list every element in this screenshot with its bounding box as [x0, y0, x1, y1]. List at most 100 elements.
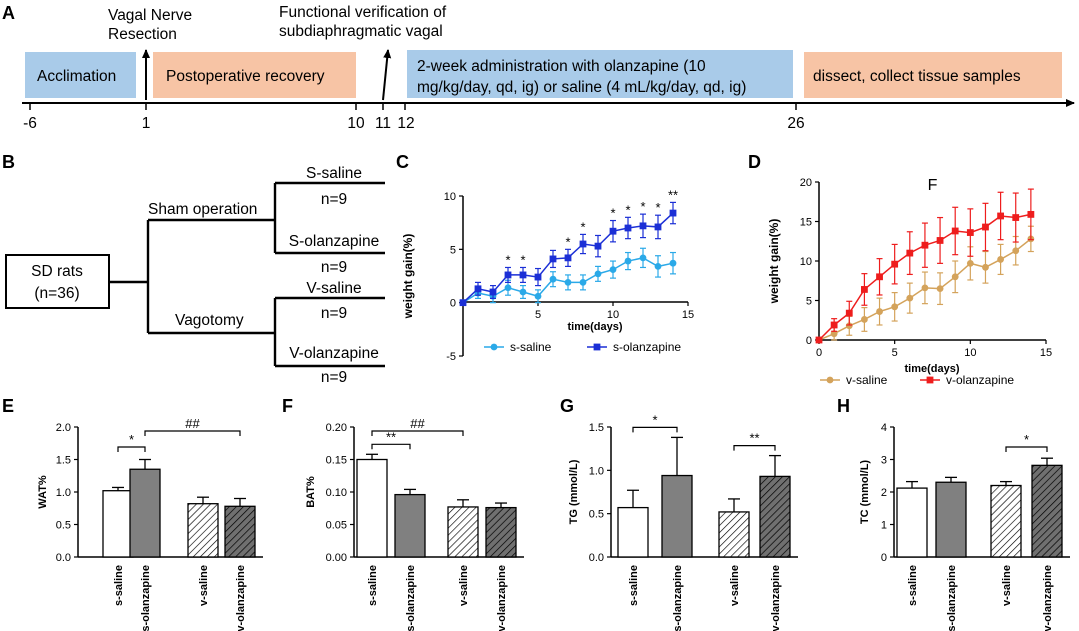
y-tick-label: 3	[881, 455, 887, 467]
data-point	[815, 336, 823, 344]
category-label: v-saline	[729, 565, 741, 606]
y-tick-label: 0	[450, 298, 456, 310]
group-v-saline-label: V-saline	[306, 280, 361, 297]
y-tick-label: 1.5	[589, 422, 604, 434]
phase-acclimation-label: Acclimation	[37, 68, 116, 85]
significance-mark: **	[668, 187, 678, 202]
data-point	[609, 266, 617, 273]
panel-letter-c: C	[396, 152, 409, 172]
data-point	[966, 259, 974, 267]
legend-marker	[926, 376, 934, 384]
comparison-label: *	[129, 432, 134, 447]
y-axis-title: TG (mmol/L)	[568, 459, 580, 524]
data-point	[474, 285, 482, 293]
y-tick-label: 0.15	[326, 455, 347, 467]
phase-administration	[407, 50, 793, 98]
data-point	[519, 288, 527, 296]
significance-mark: *	[625, 202, 630, 217]
data-point	[1012, 214, 1020, 221]
timeline-tick-label: 10	[347, 115, 365, 132]
sham-operation-label: Sham operation	[148, 201, 257, 218]
comparison-bracket	[144, 430, 241, 436]
significance-mark: *	[640, 199, 645, 214]
resection-label-line2: Resection	[108, 26, 177, 43]
data-point	[1012, 247, 1020, 255]
chart-d-plot: 0 5 10 15 20 0 5 10 15 time(days) weight gain(%) Fv…	[767, 177, 1052, 387]
y-tick-label: 15	[800, 217, 812, 229]
category-label: v-saline	[1001, 565, 1013, 606]
comparison-bracket	[371, 430, 464, 436]
bar-v-saline	[990, 484, 1022, 558]
data-point	[564, 254, 572, 262]
data-point	[997, 256, 1004, 263]
phase-dissect	[804, 52, 1062, 98]
data-point	[906, 249, 914, 257]
chart-h-bars: 0 1 2 3 4 TC (mmol/L) s-saline s-olanzapine v-sa…	[859, 422, 1070, 631]
timeline-tick-label: 11	[375, 115, 391, 132]
verification-event-arrow	[382, 49, 392, 101]
y-tick-label: 2.0	[56, 422, 71, 434]
x-tick-label: 0	[816, 347, 822, 359]
phase-recovery	[153, 52, 356, 98]
verification-label-line2: subdiaphragmatic vagal	[279, 23, 443, 40]
data-point	[921, 241, 929, 249]
bar-s-saline	[617, 506, 649, 558]
data-point	[459, 299, 467, 307]
bar-s-olanzapine	[935, 481, 967, 558]
data-point	[936, 237, 944, 244]
group-s-saline-label: S-saline	[306, 165, 362, 182]
legend-label: v-olanzapine	[946, 373, 1014, 387]
y-tick-label: 1	[881, 520, 887, 532]
root-label-line2: (n=36)	[34, 285, 79, 302]
group-v-olanzapine-n: n=9	[321, 369, 347, 386]
x-axis-title: time(days)	[904, 363, 959, 375]
data-point	[936, 285, 944, 293]
root-box	[5, 254, 110, 309]
comparison-bracket	[632, 426, 678, 433]
data-point	[845, 322, 853, 330]
data-point	[830, 330, 838, 338]
group-s-olanzapine-label: S-olanzapine	[289, 233, 379, 250]
panel-a-timeline: A Acclimation Postoperative recovery 2-w…	[2, 3, 1075, 132]
category-label: v-saline	[458, 565, 470, 606]
category-label: v-olanzapine	[770, 565, 782, 631]
bar-v-olanzapine	[759, 475, 791, 558]
series-v-olanzapine	[815, 188, 1035, 344]
y-tick-label: 1.0	[56, 487, 71, 499]
timeline-tick-label: 1	[142, 115, 151, 132]
y-tick-label: 2	[881, 487, 887, 499]
significance-mark: *	[580, 219, 585, 234]
data-point	[982, 223, 989, 231]
comparison-label: ##	[410, 416, 425, 431]
panel-letter-d: D	[748, 152, 761, 172]
timeline-tick-label: 12	[397, 115, 414, 132]
x-tick-label: 10	[964, 347, 976, 359]
significance-mark: *	[655, 200, 660, 215]
legend-label: s-olanzapine	[613, 340, 681, 354]
x-tick-label: 5	[535, 309, 541, 321]
bar-v-olanzapine	[1031, 464, 1063, 558]
y-axis-title: BAT%	[305, 476, 317, 508]
timeline-tick-label: -6	[23, 115, 37, 132]
comparison-bracket	[1005, 446, 1048, 452]
data-point	[951, 273, 959, 281]
timeline-ticks: -6 1 10 11 12 26	[23, 103, 805, 132]
legend-label: v-saline	[846, 373, 888, 387]
bar-s-saline	[356, 458, 388, 558]
data-point	[504, 284, 512, 292]
category-label: v-saline	[198, 565, 210, 606]
legend-marker	[490, 343, 498, 351]
comparison-label: ##	[185, 416, 200, 431]
bar-s-olanzapine	[394, 493, 426, 558]
data-point	[519, 271, 527, 279]
group-s-olanzapine-n: n=9	[321, 259, 347, 276]
phase-dissect-label: dissect, collect tissue samples	[813, 68, 1021, 85]
data-point	[549, 275, 557, 283]
vagotomy-label: Vagotomy	[175, 312, 244, 329]
category-label: s-olanzapine	[140, 565, 152, 631]
y-tick-label: 0.5	[56, 520, 71, 532]
y-tick-label: 0.0	[56, 552, 71, 564]
root-label-line1: SD rats	[31, 263, 83, 280]
bar-v-olanzapine	[485, 506, 517, 558]
